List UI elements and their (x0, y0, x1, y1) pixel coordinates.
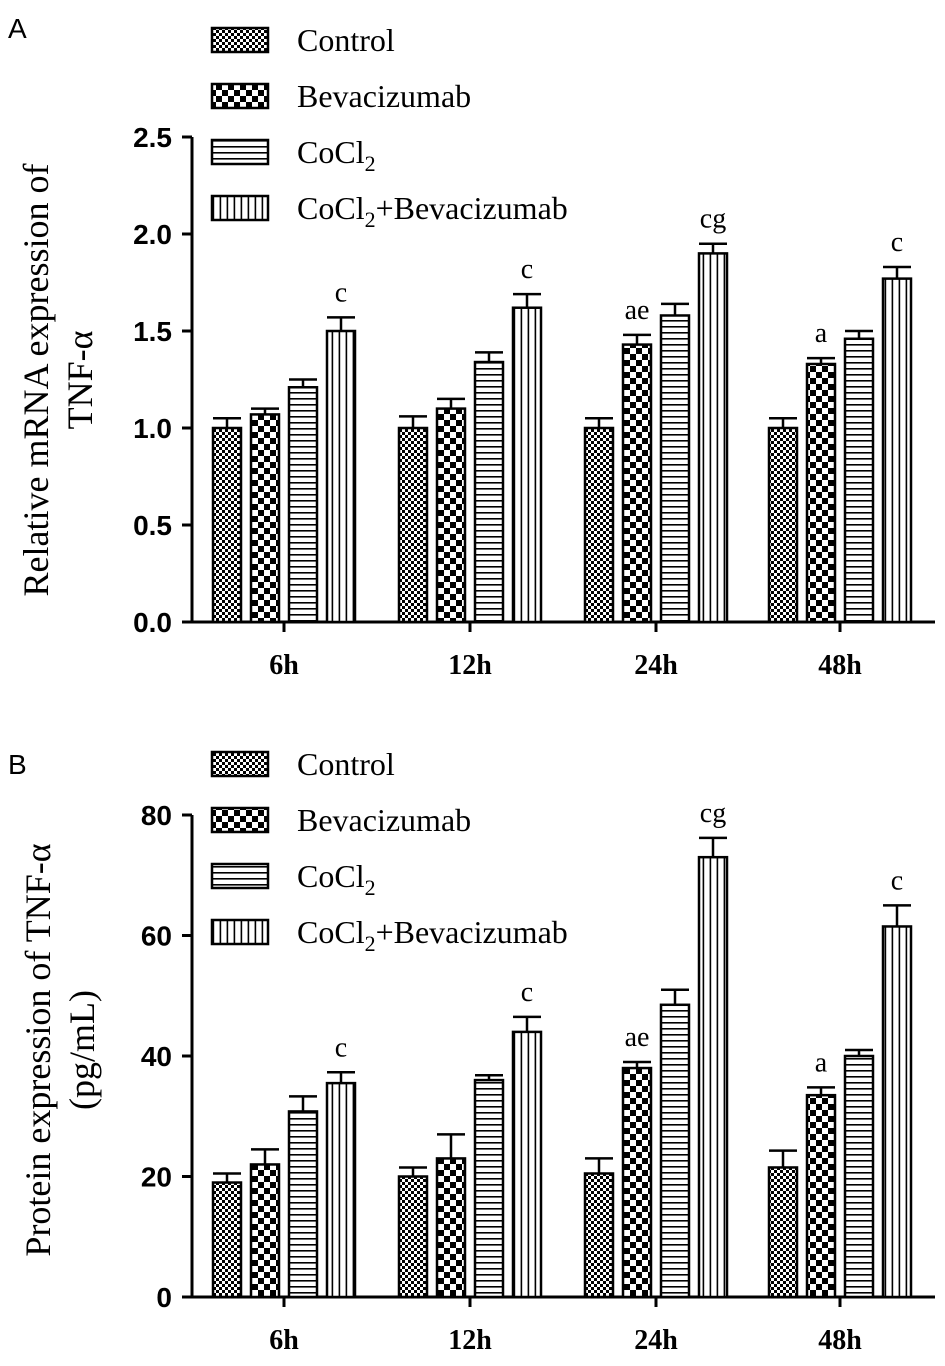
significance-label: c (891, 227, 903, 258)
significance-label: c (891, 865, 903, 896)
legend-swatch (210, 138, 270, 166)
significance-label: c (335, 277, 347, 308)
legend-label: Bevacizumab (297, 78, 471, 114)
x-tick-label: 24h (634, 1325, 678, 1356)
bar (397, 1175, 429, 1299)
legend-swatch (210, 918, 270, 946)
bar (211, 426, 243, 624)
y-tick-label: 0.5 (133, 510, 172, 541)
legend-swatch (210, 750, 270, 778)
bar (583, 426, 615, 624)
bar (881, 277, 913, 624)
significance-label: c (521, 254, 533, 285)
bar (211, 1181, 243, 1299)
y-tick-label: 2.0 (133, 219, 172, 250)
bar (249, 413, 281, 624)
y-axis-label-a-line2: TNF-α (60, 330, 100, 429)
bar (325, 329, 357, 624)
y-tick-label: 0 (156, 1282, 172, 1313)
y-axis-label-a-line1: Relative mRNA expression of (16, 164, 56, 597)
bar (325, 1081, 357, 1299)
legend-a: Control Bevacizumab CoCl2 CoCl2+Bevacizumab (210, 22, 568, 232)
significance-label: a (815, 318, 828, 349)
x-tick-label: 24h (634, 650, 678, 681)
x-tick-label: 48h (818, 1325, 862, 1356)
axes-a: 0.0 0.5 1.0 1.5 2.0 2.5 6h 12h 24h 48h (133, 122, 935, 681)
y-axis-label-b-line2: (pg/mL) (62, 990, 102, 1110)
significance-label: ae (625, 1022, 650, 1053)
legend-label: Control (297, 746, 395, 782)
y-tick-label: 60 (141, 921, 172, 952)
panel-label-b: B (8, 749, 27, 780)
bar (473, 1078, 505, 1299)
legend-label: Bevacizumab (297, 802, 471, 838)
panel-label-a: A (8, 13, 27, 44)
y-tick-label: 0.0 (133, 607, 172, 638)
bar (659, 314, 691, 624)
significance-label: ae (625, 295, 650, 326)
panel-b: B Protein expression of TNF-α (pg/mL) 0 2… (8, 746, 935, 1356)
legend-swatch (210, 26, 270, 54)
y-tick-label: 80 (141, 800, 172, 831)
legend-label: Control (297, 22, 395, 58)
legend-label: CoCl2+Bevacizumab (297, 914, 568, 956)
legend-label: CoCl2 (297, 858, 376, 900)
bars-a: ae a c c cg c (211, 204, 913, 624)
bar (397, 426, 429, 624)
bar (621, 1066, 653, 1299)
bar (435, 1157, 467, 1299)
bar (473, 360, 505, 624)
legend-swatch (210, 82, 270, 110)
bar (435, 407, 467, 624)
x-tick-label: 48h (818, 650, 862, 681)
legend-swatch (210, 862, 270, 890)
panel-a: A Relative mRNA expression of TNF-α 0.00… (8, 13, 935, 681)
significance-label: cg (700, 204, 726, 235)
legend-swatch (210, 806, 270, 834)
bar (511, 306, 543, 624)
significance-label: c (521, 977, 533, 1008)
axes-b: 0 20 40 60 80 6h 12h 24h 48h (141, 800, 935, 1356)
y-tick-label: 40 (141, 1041, 172, 1072)
y-tick-label: 2.5 (133, 122, 172, 153)
bar (249, 1163, 281, 1299)
bar (767, 1166, 799, 1299)
bar (697, 252, 729, 624)
significance-label: c (335, 1032, 347, 1063)
legend-b: Control Bevacizumab CoCl2 CoCl2+Bevacizumab (210, 746, 568, 956)
legend-label: CoCl2 (297, 134, 376, 176)
legend-label: CoCl2+Bevacizumab (297, 190, 568, 232)
bar (511, 1030, 543, 1299)
bar (583, 1172, 615, 1299)
significance-label: cg (700, 798, 726, 829)
y-tick-label: 1.5 (133, 316, 172, 347)
legend-swatch (210, 194, 270, 222)
bar (843, 1054, 875, 1299)
bar (697, 855, 729, 1299)
x-tick-label: 12h (448, 1325, 492, 1356)
x-tick-label: 6h (269, 1325, 299, 1356)
significance-label: a (815, 1047, 828, 1078)
bar (843, 337, 875, 624)
bar (659, 1003, 691, 1299)
bars-b: ae a c c cg c (211, 798, 913, 1299)
bar (805, 362, 837, 624)
bar (287, 386, 319, 624)
bar (767, 426, 799, 624)
bar (881, 925, 913, 1299)
bar (287, 1110, 319, 1299)
x-tick-label: 6h (269, 650, 299, 681)
x-tick-label: 12h (448, 650, 492, 681)
bar (621, 343, 653, 624)
y-tick-label: 1.0 (133, 413, 172, 444)
y-axis-label-b-line1: Protein expression of TNF-α (18, 843, 58, 1256)
y-tick-label: 20 (141, 1162, 172, 1193)
bar (805, 1093, 837, 1299)
